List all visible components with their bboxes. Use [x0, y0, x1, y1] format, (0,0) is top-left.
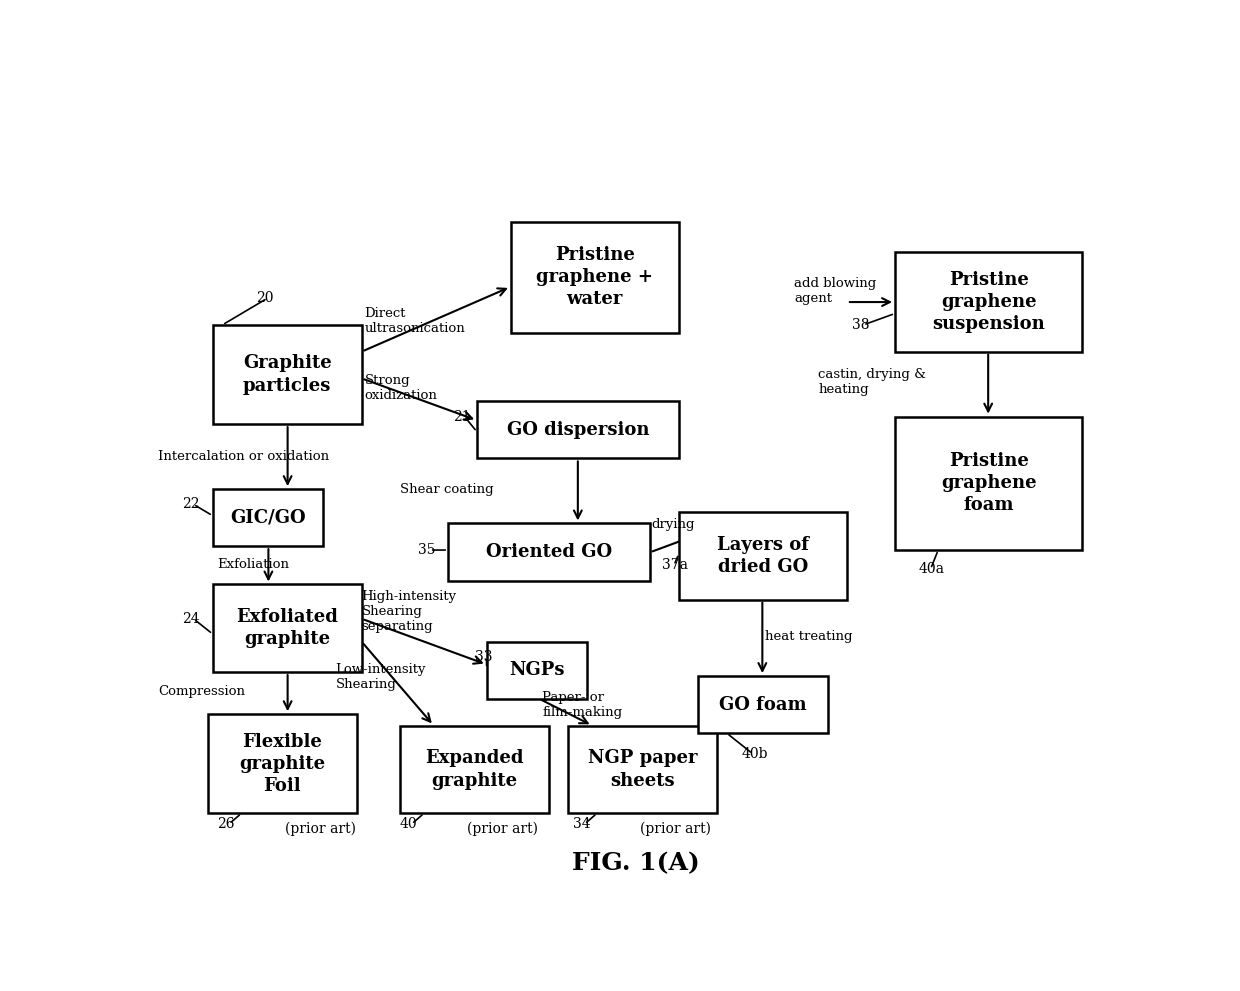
- FancyBboxPatch shape: [213, 325, 362, 424]
- Text: Compression: Compression: [157, 685, 244, 698]
- Text: Flexible
graphite
Foil: Flexible graphite Foil: [239, 732, 325, 795]
- Text: Shear coating: Shear coating: [401, 483, 494, 496]
- Text: Paper- or
film-making: Paper- or film-making: [542, 691, 622, 718]
- Text: 40b: 40b: [742, 747, 768, 761]
- Text: 40a: 40a: [919, 562, 945, 576]
- Text: Oriented GO: Oriented GO: [486, 543, 613, 561]
- Text: Graphite
particles: Graphite particles: [243, 355, 331, 394]
- Text: Expanded
graphite: Expanded graphite: [425, 749, 523, 790]
- Text: NGP paper
sheets: NGP paper sheets: [588, 749, 697, 790]
- Text: heat treating: heat treating: [765, 630, 853, 643]
- Text: (prior art): (prior art): [640, 822, 712, 835]
- Text: Pristine
graphene +
water: Pristine graphene + water: [536, 246, 653, 308]
- Text: 34: 34: [573, 817, 590, 831]
- Text: 26: 26: [217, 817, 234, 831]
- Text: High-intensity
Shearing
separating: High-intensity Shearing separating: [362, 590, 456, 632]
- FancyBboxPatch shape: [895, 253, 1083, 352]
- FancyBboxPatch shape: [678, 512, 847, 600]
- Text: 33: 33: [475, 650, 492, 664]
- FancyBboxPatch shape: [401, 725, 549, 814]
- FancyBboxPatch shape: [486, 641, 588, 699]
- Text: Direct
ultrasonication: Direct ultrasonication: [365, 307, 465, 335]
- Text: 24: 24: [182, 611, 200, 625]
- Text: drying: drying: [651, 518, 694, 531]
- Text: Exfoliation: Exfoliation: [217, 558, 289, 571]
- FancyBboxPatch shape: [208, 715, 357, 814]
- Text: Intercalation or oxidation: Intercalation or oxidation: [157, 450, 329, 463]
- Text: 37a: 37a: [662, 558, 688, 573]
- Text: Pristine
graphene
foam: Pristine graphene foam: [941, 452, 1037, 514]
- FancyBboxPatch shape: [698, 676, 828, 733]
- Text: GO dispersion: GO dispersion: [507, 421, 649, 439]
- FancyBboxPatch shape: [477, 401, 678, 459]
- Text: GO foam: GO foam: [719, 696, 807, 714]
- Text: GIC/GO: GIC/GO: [231, 508, 306, 526]
- Text: 40: 40: [401, 817, 418, 831]
- Text: Strong
oxidization: Strong oxidization: [365, 374, 438, 401]
- Text: Layers of
dried GO: Layers of dried GO: [717, 536, 808, 576]
- FancyBboxPatch shape: [568, 725, 717, 814]
- FancyBboxPatch shape: [511, 222, 678, 333]
- Text: (prior art): (prior art): [285, 822, 356, 835]
- Text: 22: 22: [182, 497, 200, 511]
- Text: Low-intensity
Shearing: Low-intensity Shearing: [336, 664, 427, 692]
- FancyBboxPatch shape: [213, 489, 324, 546]
- Text: 38: 38: [852, 318, 869, 332]
- Text: Pristine
graphene
suspension: Pristine graphene suspension: [932, 271, 1045, 333]
- Text: (prior art): (prior art): [467, 822, 538, 835]
- Text: Exfoliated
graphite: Exfoliated graphite: [236, 608, 339, 648]
- FancyBboxPatch shape: [448, 523, 650, 581]
- Text: 35: 35: [418, 543, 435, 557]
- Text: NGPs: NGPs: [510, 661, 564, 679]
- Text: 21: 21: [453, 409, 470, 423]
- Text: castin, drying &
heating: castin, drying & heating: [818, 369, 926, 396]
- Text: FIG. 1(A): FIG. 1(A): [572, 851, 699, 875]
- FancyBboxPatch shape: [895, 416, 1083, 550]
- Text: add blowing
agent: add blowing agent: [794, 276, 877, 304]
- FancyBboxPatch shape: [213, 585, 362, 672]
- Text: 20: 20: [255, 291, 273, 305]
